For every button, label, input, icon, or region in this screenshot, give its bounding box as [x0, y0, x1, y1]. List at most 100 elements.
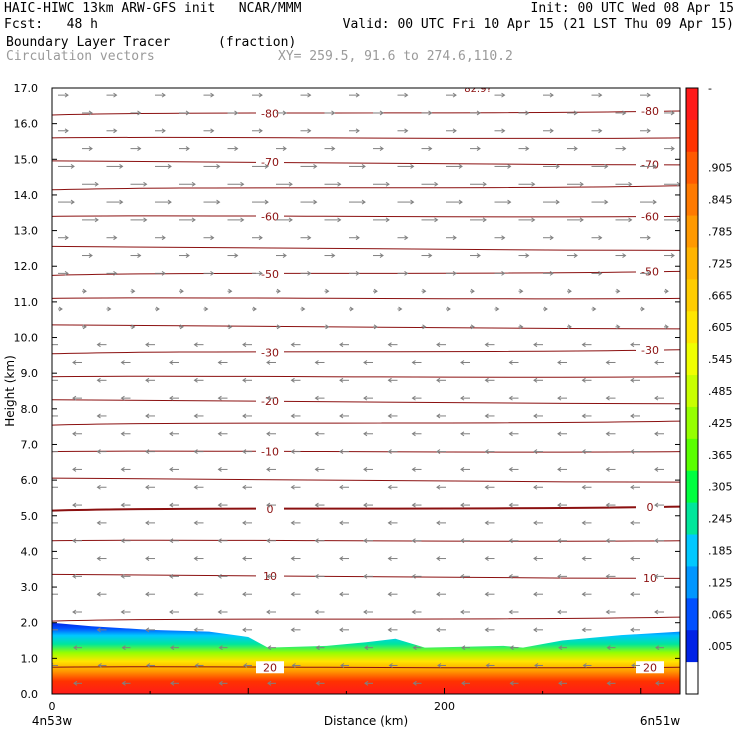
vector-head	[96, 342, 101, 348]
vector-head	[531, 181, 536, 187]
y-tick-label: 8.0	[21, 403, 39, 416]
header-forecast-hour: Fcst: 48 h	[4, 17, 98, 32]
contour-label: -60	[641, 210, 659, 223]
vector-head	[82, 324, 87, 330]
contour-label: -10	[261, 446, 279, 459]
vector-head	[579, 217, 584, 223]
vector-head	[670, 146, 675, 152]
contour-label: -80	[261, 108, 279, 121]
vector-head	[88, 253, 93, 258]
vector-head	[508, 573, 513, 579]
vector-head	[628, 181, 633, 187]
vector-head	[549, 128, 554, 134]
header-init-time: Init: 00 UTC Wed 08 Apr 15	[530, 1, 735, 16]
colorbar-label: .365	[708, 449, 733, 462]
tracer-area	[52, 622, 680, 694]
colorbar-label: .125	[708, 576, 733, 589]
field-units: (fraction)	[218, 35, 297, 50]
vector-head	[161, 270, 166, 276]
vector-head	[120, 431, 125, 437]
vector-head	[242, 449, 247, 455]
vector-head	[193, 520, 198, 526]
vector-head	[387, 556, 392, 561]
vector-head	[243, 663, 248, 668]
vector-head	[567, 324, 572, 330]
vector-head	[170, 680, 175, 686]
vector-head	[64, 270, 69, 276]
colorbar-swatch	[686, 343, 698, 376]
vector-head	[484, 627, 489, 633]
colorbar-label: .545	[708, 353, 733, 366]
vector-head	[422, 288, 427, 294]
vector-head	[314, 431, 319, 437]
colorbar-label: .065	[708, 608, 733, 621]
vector-head	[573, 146, 578, 152]
vector-head	[640, 306, 645, 312]
temperature-contour	[52, 215, 680, 218]
vector-head	[460, 431, 465, 437]
vector-head	[120, 467, 125, 472]
vector-head	[654, 573, 659, 579]
colorbar-label: .245	[708, 513, 733, 526]
vector-head	[422, 324, 427, 330]
plot-frame	[51, 87, 681, 695]
vector-head	[121, 645, 126, 651]
vector-head	[167, 199, 172, 205]
vector-head	[242, 377, 247, 383]
contour-label: 0	[267, 503, 274, 516]
temperature-contour	[52, 110, 680, 116]
vector-head	[557, 467, 562, 472]
vector-head	[598, 270, 603, 276]
vector-head	[670, 253, 675, 258]
vector-head	[120, 609, 125, 615]
colorbar-swatch	[686, 247, 698, 280]
temperature-contour	[52, 450, 680, 453]
vector-head	[94, 217, 99, 223]
vector-head	[290, 591, 295, 597]
vector-head	[185, 253, 190, 258]
contour-label: -60	[261, 210, 279, 223]
vector-head	[655, 645, 660, 651]
vector-head	[88, 146, 93, 152]
vector-head	[501, 270, 506, 276]
vector-head	[72, 573, 77, 579]
vector-head	[72, 360, 77, 365]
vector-head	[555, 164, 560, 169]
vector-head	[146, 663, 151, 668]
y-tick-label: 4.0	[21, 545, 39, 558]
vector-head	[288, 217, 293, 223]
vector-head	[96, 556, 101, 561]
vector-head	[72, 395, 77, 401]
colorbar-swatch	[686, 470, 698, 504]
vector-head	[476, 253, 481, 258]
vector-head	[73, 680, 78, 686]
vector-head	[193, 377, 198, 383]
vector-head	[145, 449, 150, 455]
vector-head	[339, 484, 344, 490]
vector-head	[404, 92, 409, 98]
colorbar-swatch	[686, 566, 698, 599]
vector-head	[363, 360, 368, 365]
vector-head	[549, 270, 554, 276]
vector-head	[145, 556, 150, 561]
vector-head	[501, 235, 506, 241]
vector-head	[121, 680, 126, 686]
vector-head	[169, 431, 174, 437]
vector-head	[234, 253, 239, 258]
vector-head	[379, 146, 384, 152]
y-tick-label: 0.0	[21, 688, 39, 701]
y-tick-label: 15.0	[14, 153, 39, 166]
contour-label: -70	[641, 159, 659, 172]
contour-label-bg	[256, 445, 284, 458]
vector-head	[582, 663, 587, 668]
contour-label: -80	[641, 105, 659, 118]
vector-head	[387, 413, 392, 419]
vector-head	[484, 449, 489, 455]
vector-head	[411, 431, 416, 437]
vector-head	[193, 413, 198, 419]
contour-label: 20	[643, 661, 657, 674]
vector-head	[428, 146, 433, 152]
vector-head	[331, 253, 336, 258]
colorbar-label: .905	[708, 162, 733, 175]
vector-head	[325, 324, 330, 330]
